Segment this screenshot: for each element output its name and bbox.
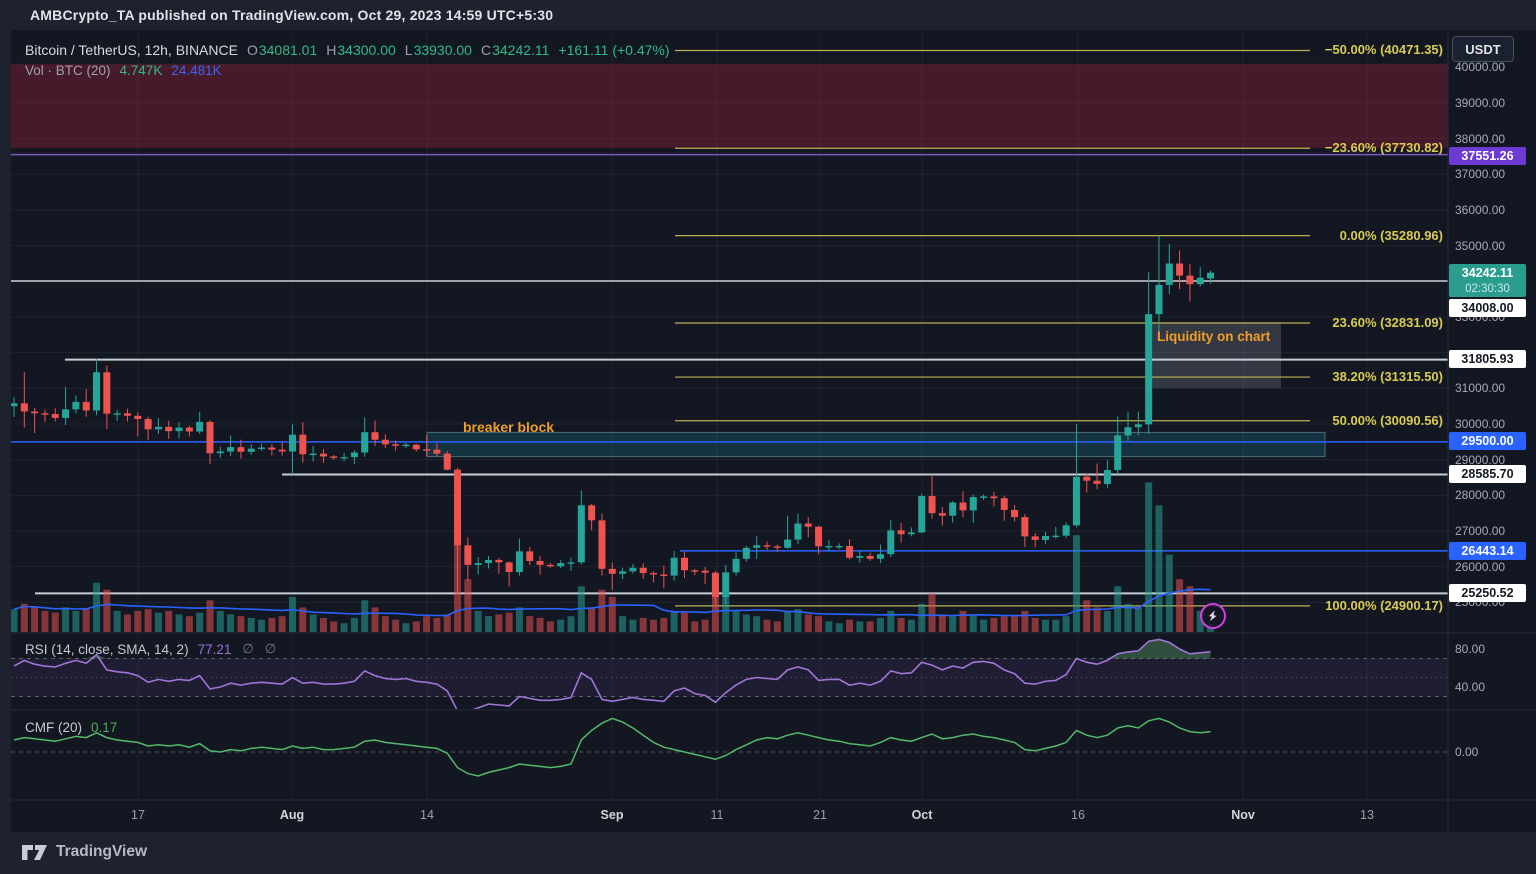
rsi-tick-label: 80.00 [1455, 642, 1486, 656]
price-tick-label: 39000.00 [1455, 95, 1506, 110]
fib-level-label: −23.60% (37730.82) [1324, 140, 1443, 156]
fib-level-label: 0.00% (35280.96) [1339, 227, 1443, 243]
banner: AMBCrypto_TA published on TradingView.co… [30, 7, 554, 23]
time-tick-label: 17 [131, 808, 145, 822]
price-tick-label: 37000.00 [1455, 167, 1506, 182]
rsi-empty-icon: ∅ [264, 641, 277, 656]
rsi-value: 77.21 [197, 641, 232, 657]
high-label: H [326, 42, 337, 58]
price-badge: 34242.11 02:30:30 [1449, 264, 1526, 297]
tradingview-logo-text: TradingView [56, 843, 148, 860]
time-tick-label: Sep [600, 808, 624, 822]
fib-level-label: 100.00% (24900.17) [1325, 597, 1443, 613]
symbol-title[interactable]: Bitcoin / TetherUS, 12h, BINANCE [25, 42, 238, 58]
cmf-value: 0.17 [91, 720, 118, 735]
price-tick-label: 31000.00 [1455, 381, 1506, 396]
time-tick-label: Oct [911, 808, 933, 822]
currency-button[interactable]: USDT [1452, 36, 1514, 62]
symbol-legend: Bitcoin / TetherUS, 12h, BINANCE O34081.… [25, 42, 670, 58]
price-tick-label: 38000.00 [1455, 131, 1506, 146]
cmf-legend: CMF (20) 0.17 [25, 720, 117, 735]
time-tick-label: 13 [1360, 808, 1374, 822]
price-tick-label: 27000.00 [1455, 524, 1506, 538]
volume-value: 4.747K [119, 63, 163, 78]
close-value: 34242.11 [492, 42, 550, 58]
open-value: 34081.01 [258, 42, 318, 58]
price-tick-label: 29000.00 [1455, 452, 1506, 467]
fib-level-label: 50.00% (30090.56) [1332, 412, 1443, 428]
high-value: 34300.00 [337, 42, 396, 58]
ohlc-high: H34300.00 [326, 42, 396, 58]
price-badge: 37551.26 [1449, 147, 1526, 165]
price-badge: 31805.93 [1449, 350, 1526, 368]
breaker-block-zone [426, 431, 1326, 458]
time-tick-label: 21 [813, 808, 827, 822]
price-badge: 28585.70 [1449, 465, 1526, 483]
close-label: C [480, 42, 492, 58]
cmf-tick-label: 0.00 [1455, 745, 1479, 759]
volume-legend: Vol · BTC (20) 4.747K 24.481K [25, 63, 222, 78]
lightning-bolt-icon [1209, 610, 1217, 622]
price-tick-label: 28000.00 [1455, 488, 1506, 503]
change-value: +161.11 (+0.47%) [558, 42, 670, 58]
price-badge: 26443.14 [1449, 542, 1526, 560]
price-badge: 25250.52 [1449, 584, 1526, 602]
low-value: 33930.00 [413, 42, 472, 58]
tradingview-mark-icon [22, 844, 47, 860]
price-badge: 34008.00 [1449, 299, 1526, 317]
ohlc-open: O34081.01 [247, 42, 317, 58]
rsi-empty-icon: ∅ [242, 641, 254, 656]
open-label: O [246, 42, 258, 58]
time-tick-label: 16 [1071, 808, 1085, 822]
low-label: L [404, 42, 413, 58]
price-tick-label: 26000.00 [1455, 559, 1506, 574]
volume-title[interactable]: Vol · BTC (20) [25, 63, 111, 78]
breaker-block-label: breaker block [463, 419, 555, 435]
time-tick-label: Nov [1231, 808, 1255, 822]
volume-ma-value: 24.481K [171, 63, 222, 78]
price-tick-label: 30000.00 [1455, 417, 1506, 431]
countdown-timer: 02:30:30 [1465, 283, 1510, 295]
fib-level-label: 23.60% (32831.09) [1332, 315, 1443, 330]
time-tick-label: Aug [279, 808, 305, 822]
fib-level-label: −50.00% (40471.35) [1324, 42, 1443, 58]
rsi-tick-label: 40.00 [1455, 680, 1486, 694]
tradingview-logo[interactable]: TradingView [22, 843, 147, 861]
liquidity-label: Liquidity on chart [1157, 329, 1271, 344]
flash-icon[interactable] [1200, 603, 1226, 629]
time-tick-label: 14 [420, 808, 434, 822]
rsi-title[interactable]: RSI (14, close, SMA, 14, 2) [25, 641, 189, 657]
fib-level-label: 38.20% (31315.50) [1332, 369, 1443, 385]
ohlc-close: C34242.11 [481, 42, 549, 58]
price-badge: 29500.00 [1449, 432, 1526, 450]
ohlc-low: L33930.00 [405, 42, 472, 58]
rsi-legend: RSI (14, close, SMA, 14, 2) 77.21 ∅ ∅ [25, 641, 276, 657]
cmf-title[interactable]: CMF (20) [25, 720, 82, 735]
resistance-zone [11, 63, 1448, 149]
price-tick-label: 36000.00 [1455, 202, 1506, 217]
price-tick-label: 35000.00 [1455, 238, 1506, 253]
price-tick-label: 40000.00 [1455, 60, 1506, 75]
time-tick-label: 11 [710, 808, 724, 822]
